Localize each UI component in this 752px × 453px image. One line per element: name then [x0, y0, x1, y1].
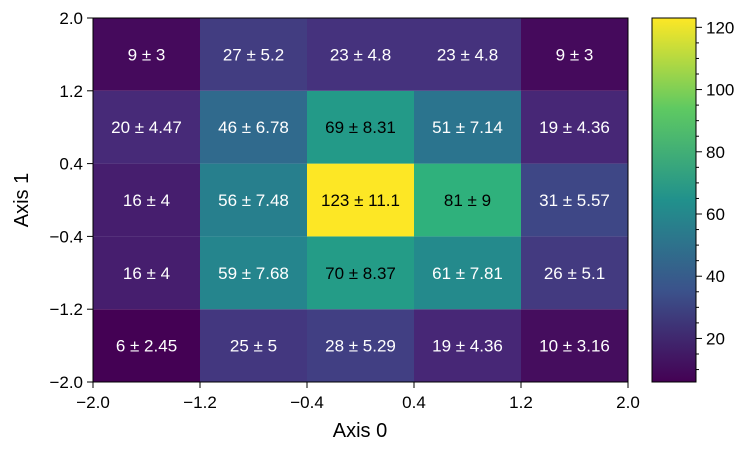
heatmap-cell-labels: 6 ± 2.45 25 ± 5 28 ± 5.29 19 ± 4.36 10 ± 3.1… — [111, 45, 610, 355]
cell-value-label: 19 ± 4.36 — [432, 337, 503, 356]
colorbar-tick-label: 20 — [706, 329, 725, 348]
heatmap-cell — [93, 309, 200, 382]
cell-value-label: 6 ± 2.45 — [116, 337, 177, 356]
heatmap-cell — [200, 90, 307, 164]
x-tick-label: 2.0 — [616, 393, 640, 412]
heatmap-cell — [307, 309, 414, 382]
cell-value-label: 81 ± 9 — [444, 191, 491, 210]
heatmap-cell — [200, 18, 307, 91]
colorbar — [651, 17, 697, 383]
colorbar-tick-label: 60 — [706, 205, 725, 224]
cell-value-label: 25 ± 5 — [230, 337, 277, 356]
y-axis-label: Axis 1 — [11, 173, 33, 227]
colorbar-ticks: 20 40 60 80 100 120 — [696, 18, 734, 371]
cell-value-label: 28 ± 5.29 — [325, 337, 396, 356]
heatmap-cell — [521, 309, 628, 382]
cell-value-label: 10 ± 3.16 — [539, 337, 610, 356]
colorbar-tick-label: 40 — [706, 267, 725, 286]
cell-value-label: 69 ± 8.31 — [325, 118, 396, 137]
heatmap-cell — [414, 309, 521, 382]
heatmap-cell — [93, 18, 200, 91]
y-tick-label: 0.4 — [59, 155, 83, 174]
cell-value-label: 9 ± 3 — [128, 45, 166, 64]
heatmap-cell — [200, 163, 307, 237]
cell-value-label: 31 ± 5.57 — [539, 191, 610, 210]
y-tick-label: 1.2 — [59, 82, 83, 101]
heatmap-cell — [521, 163, 628, 237]
heatmap-cell — [414, 18, 521, 91]
heatmap-cell — [93, 236, 200, 310]
cell-value-label: 123 ± 11.1 — [321, 191, 400, 210]
cell-value-label: 20 ± 4.47 — [111, 118, 182, 137]
x-tick-label: 0.4 — [402, 393, 426, 412]
heatmap-cell — [307, 18, 414, 91]
heatmap-cell — [200, 236, 307, 310]
cell-value-label: 51 ± 7.14 — [432, 118, 503, 137]
plot-frame — [92, 17, 629, 383]
cell-value-label: 23 ± 4.8 — [437, 45, 498, 64]
heatmap-cell — [93, 163, 200, 237]
x-tick-label: −2.0 — [76, 393, 110, 412]
heatmap-cell — [307, 90, 414, 164]
heatmap-cell — [521, 90, 628, 164]
y-tick-label: 2.0 — [59, 9, 83, 28]
cell-value-label: 61 ± 7.81 — [432, 264, 503, 283]
cell-value-label: 70 ± 8.37 — [325, 264, 396, 283]
heatmap-cell — [200, 309, 307, 382]
y-tick-label: −1.2 — [49, 300, 83, 319]
heatmap-cell — [414, 236, 521, 310]
heatmap-cells — [93, 18, 628, 382]
x-tick-label: 1.2 — [509, 393, 533, 412]
x-tick-label: −0.4 — [290, 393, 324, 412]
cell-value-label: 23 ± 4.8 — [330, 45, 391, 64]
heatmap-cell — [307, 163, 414, 237]
heatmap-cell — [307, 236, 414, 310]
y-tick-label: −0.4 — [49, 227, 83, 246]
colorbar-tick-label: 120 — [706, 18, 734, 37]
cell-value-label: 59 ± 7.68 — [218, 264, 289, 283]
cell-value-label: 19 ± 4.36 — [539, 118, 610, 137]
heatmap-cell — [93, 90, 200, 164]
y-axis-ticks: −2.0 −1.2 −0.4 0.4 1.2 2.0 — [49, 9, 93, 392]
cell-value-label: 16 ± 4 — [123, 191, 170, 210]
cell-value-label: 26 ± 5.1 — [544, 264, 605, 283]
x-axis-label: Axis 0 — [333, 420, 387, 442]
heatmap-cell — [521, 18, 628, 91]
colorbar-tick-label: 100 — [706, 81, 734, 100]
x-axis-ticks: −2.0 −1.2 −0.4 0.4 1.2 2.0 — [76, 382, 640, 412]
cell-value-label: 16 ± 4 — [123, 264, 170, 283]
colorbar-tick-label: 80 — [706, 143, 725, 162]
cell-value-label: 27 ± 5.2 — [223, 45, 284, 64]
heatmap-cell — [414, 90, 521, 164]
cell-value-label: 46 ± 6.78 — [218, 118, 289, 137]
cell-value-label: 9 ± 3 — [556, 45, 594, 64]
heatmap-cell — [521, 236, 628, 310]
cell-value-label: 56 ± 7.48 — [218, 191, 289, 210]
heatmap-cell — [414, 163, 521, 237]
x-tick-label: −1.2 — [183, 393, 217, 412]
y-tick-label: −2.0 — [49, 373, 83, 392]
